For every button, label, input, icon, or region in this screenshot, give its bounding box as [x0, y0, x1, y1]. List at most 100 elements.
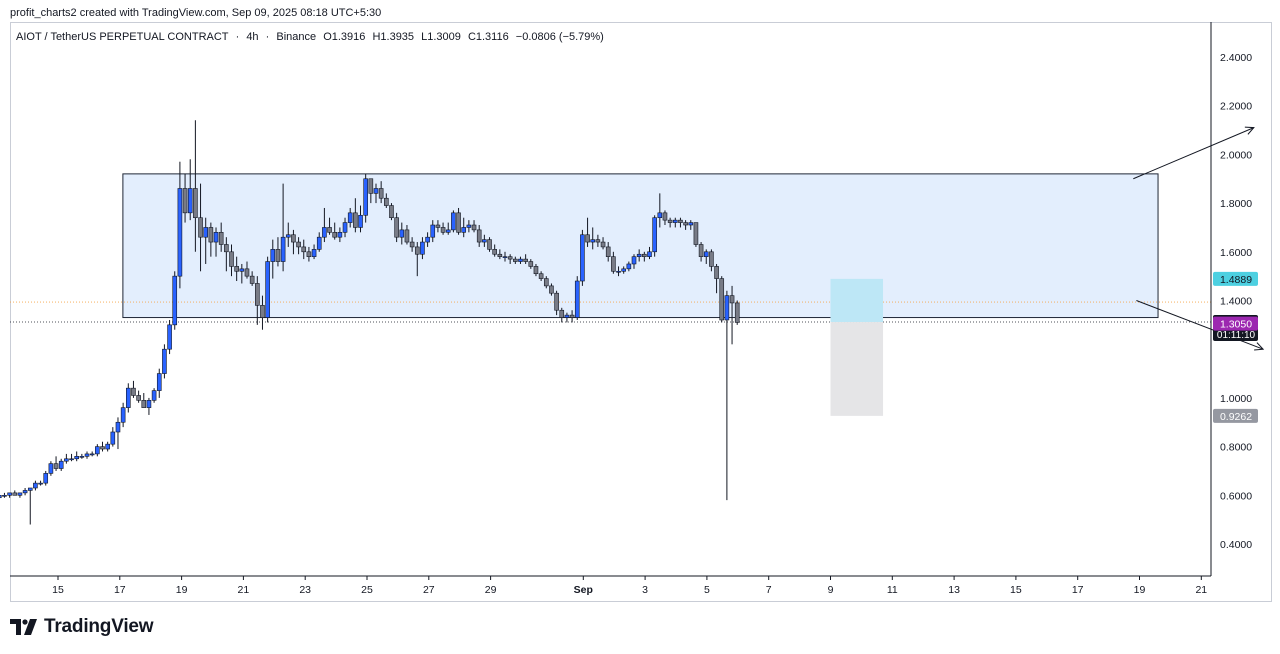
candle-body[interactable] — [574, 280, 580, 318]
candle-body[interactable] — [698, 244, 704, 257]
candle-body[interactable] — [316, 236, 322, 250]
price-tag-cyan[interactable]: 1.4889 — [1213, 271, 1258, 286]
candle-body[interactable] — [38, 482, 43, 485]
candle-body[interactable] — [347, 212, 353, 223]
candle-body[interactable] — [672, 219, 678, 223]
candle-body[interactable] — [688, 222, 694, 226]
candle-body[interactable] — [33, 482, 38, 489]
symbol-name[interactable]: AIOT / TetherUS PERPETUAL CONTRACT — [16, 31, 229, 43]
candle-body[interactable] — [631, 256, 637, 265]
candle-body[interactable] — [249, 275, 255, 284]
price-tag-purple[interactable]: 1.3050 — [1213, 316, 1258, 331]
candle-body[interactable] — [213, 232, 219, 243]
candle-body[interactable] — [435, 224, 441, 228]
candle-body[interactable] — [306, 251, 312, 257]
candle-body[interactable] — [358, 214, 363, 228]
candle-body[interactable] — [647, 251, 652, 257]
candle-body[interactable] — [363, 178, 368, 216]
candle-body[interactable] — [177, 188, 183, 277]
candle-body[interactable] — [244, 268, 250, 277]
candle-body[interactable] — [703, 251, 709, 257]
candle-body[interactable] — [425, 236, 430, 243]
candle-body[interactable] — [394, 217, 399, 238]
candle-body[interactable] — [296, 241, 301, 248]
candle-body[interactable] — [456, 212, 461, 233]
candle-body[interactable] — [451, 212, 456, 231]
candle-body[interactable] — [595, 239, 601, 243]
candle-body[interactable] — [234, 266, 239, 272]
candle-body[interactable] — [84, 453, 90, 457]
candle-body[interactable] — [301, 246, 307, 253]
candle-body[interactable] — [461, 227, 467, 233]
candle-body[interactable] — [621, 268, 626, 272]
candle-body[interactable] — [693, 222, 699, 245]
candle-body[interactable] — [590, 239, 596, 243]
candle-body[interactable] — [487, 239, 492, 250]
candle-body[interactable] — [43, 473, 49, 484]
candle-body[interactable] — [569, 314, 575, 318]
candle-body[interactable] — [100, 446, 105, 450]
long-position-stop-zone[interactable] — [830, 322, 884, 416]
candle-body[interactable] — [156, 373, 162, 391]
candle-body[interactable] — [626, 263, 632, 270]
candle-body[interactable] — [559, 309, 565, 318]
candle-body[interactable] — [399, 229, 405, 238]
symbol-interval[interactable]: 4h — [246, 31, 259, 43]
candle-body[interactable] — [600, 241, 606, 248]
symbol-info-bar[interactable]: AIOT / TetherUS PERPETUAL CONTRACT · 4h … — [16, 31, 608, 43]
candle-body[interactable] — [430, 224, 436, 238]
candle-body[interactable] — [285, 234, 291, 238]
candle-body[interactable] — [528, 261, 534, 267]
candle-body[interactable] — [554, 292, 559, 311]
candle-body[interactable] — [657, 212, 663, 219]
consolidation-zone-rectangle[interactable] — [122, 173, 1159, 319]
candle-body[interactable] — [79, 456, 85, 458]
candle-body[interactable] — [662, 212, 668, 221]
candle-body[interactable] — [110, 431, 116, 445]
candle-body[interactable] — [533, 266, 539, 275]
candle-body[interactable] — [136, 395, 141, 401]
long-position-target-zone[interactable] — [830, 278, 884, 323]
candle-body[interactable] — [0, 494, 2, 499]
candle-body[interactable] — [208, 227, 214, 243]
candle-body[interactable] — [141, 400, 147, 408]
projection-arrow-line[interactable] — [1133, 127, 1255, 180]
candle-body[interactable] — [7, 492, 12, 496]
candle-body[interactable] — [151, 390, 157, 401]
candle-body[interactable] — [17, 492, 23, 496]
candle-body[interactable] — [368, 178, 374, 194]
candle-body[interactable] — [22, 490, 28, 494]
candle-body[interactable] — [64, 458, 69, 462]
projection-arrow-line[interactable] — [1136, 300, 1264, 350]
candle-body[interactable] — [636, 253, 642, 257]
candle-body[interactable] — [260, 305, 265, 318]
candle-body[interactable] — [538, 273, 544, 279]
candle-body[interactable] — [48, 463, 54, 474]
candle-body[interactable] — [580, 234, 585, 282]
candle-body[interactable] — [89, 453, 95, 456]
candle-body[interactable] — [172, 275, 178, 326]
candle-body[interactable] — [275, 249, 281, 262]
candle-body[interactable] — [404, 229, 410, 243]
candle-body[interactable] — [652, 217, 657, 253]
candle-body[interactable] — [734, 302, 740, 323]
candle-body[interactable] — [373, 188, 379, 194]
candle-body[interactable] — [471, 224, 477, 231]
candle-body[interactable] — [162, 348, 167, 374]
candle-body[interactable] — [549, 285, 554, 294]
candle-body[interactable] — [466, 224, 472, 228]
tradingview-logo[interactable]: TradingView — [10, 616, 154, 638]
candle-body[interactable] — [378, 188, 384, 199]
candle-body[interactable] — [229, 251, 234, 267]
candle-body[interactable] — [642, 253, 647, 257]
candle-body[interactable] — [265, 261, 270, 318]
candle-body[interactable] — [270, 249, 276, 262]
candle-body[interactable] — [714, 266, 719, 279]
candle-body[interactable] — [585, 234, 590, 243]
candle-body[interactable] — [342, 222, 348, 233]
candle-body[interactable] — [476, 229, 482, 243]
candle-body[interactable] — [115, 421, 121, 433]
candle-body[interactable] — [611, 256, 616, 272]
candle-body[interactable] — [255, 283, 260, 306]
